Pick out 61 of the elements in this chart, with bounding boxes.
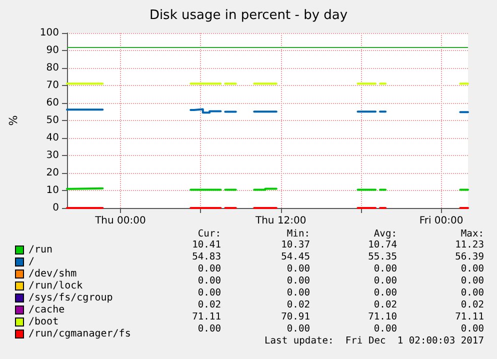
text: 55.35 bbox=[368, 252, 397, 262]
text: 10.74 bbox=[368, 240, 398, 250]
text: 0.00 bbox=[460, 276, 484, 286]
y-tick-label: 80 bbox=[46, 62, 59, 74]
legend-label: /run bbox=[28, 244, 53, 256]
text: 0.02 bbox=[198, 300, 221, 310]
text: 0.02 bbox=[374, 300, 397, 310]
legend-label: / bbox=[28, 256, 35, 268]
y-tick-label: 90 bbox=[46, 45, 59, 56]
text: 0.00 bbox=[198, 288, 222, 298]
x-tick-label: Thu 00:00 bbox=[94, 216, 146, 226]
text: 0.00 bbox=[286, 264, 310, 274]
y-tick-label: 100 bbox=[40, 28, 59, 38]
text: 0.00 bbox=[286, 288, 310, 298]
text: 0.00 bbox=[374, 288, 398, 298]
legend-label: /run/lock bbox=[28, 280, 83, 292]
text: 0.00 bbox=[374, 324, 398, 334]
text: 0.00 bbox=[460, 288, 484, 298]
y-tick-label: 0 bbox=[52, 202, 59, 214]
text: 71.10 bbox=[368, 312, 398, 322]
legend-label: /sys/fs/cgroup bbox=[28, 292, 113, 304]
text: 0.02 bbox=[460, 300, 484, 310]
legend-label: /cache bbox=[28, 304, 65, 316]
text: 54.45 bbox=[281, 252, 310, 262]
text: 10.41 bbox=[192, 240, 222, 250]
y-tick-label: 40 bbox=[46, 132, 59, 144]
y-tick-label: 10 bbox=[46, 185, 59, 196]
text: 71.11 bbox=[192, 312, 222, 322]
text: 0.00 bbox=[286, 276, 310, 286]
y-axis-title: % bbox=[7, 115, 20, 126]
text: 0.00 bbox=[198, 324, 222, 334]
text: 0.00 bbox=[460, 324, 484, 334]
text: 0.00 bbox=[286, 324, 310, 334]
text: 71.11 bbox=[455, 312, 484, 322]
y-tick-label: 30 bbox=[46, 150, 59, 161]
x-tick-label: Thu 12:00 bbox=[254, 216, 306, 226]
text: Avg: bbox=[374, 228, 397, 240]
text: Min: bbox=[286, 228, 310, 240]
text: 0.00 bbox=[374, 264, 398, 274]
text: 10.37 bbox=[281, 240, 310, 250]
text: 56.39 bbox=[455, 252, 484, 262]
text: 54.83 bbox=[192, 252, 222, 262]
x-tick-label: Fri 00:00 bbox=[419, 216, 464, 226]
y-tick-label: 70 bbox=[46, 80, 59, 91]
legend-label: /boot bbox=[28, 316, 59, 328]
text: 0.00 bbox=[198, 264, 222, 274]
legend-label: /dev/shm bbox=[28, 268, 77, 280]
text: Cur: bbox=[198, 228, 221, 240]
y-tick-label: 60 bbox=[46, 98, 59, 108]
text: 0.00 bbox=[460, 264, 484, 274]
y-tick-label: 50 bbox=[46, 115, 59, 126]
text: 11.23 bbox=[455, 240, 484, 250]
legend-label: /run/cgmanager/fs bbox=[28, 328, 131, 340]
text: Last update: Fri Dec 1 02:00:03 2017 bbox=[264, 336, 484, 346]
y-tick-label: 20 bbox=[46, 168, 59, 178]
text: 0.00 bbox=[374, 276, 398, 286]
text: 0.02 bbox=[286, 300, 310, 310]
chart-title: Disk usage in percent - by day bbox=[149, 8, 348, 23]
text: 0.00 bbox=[198, 276, 222, 286]
text: Max: bbox=[460, 228, 484, 240]
text: 70.91 bbox=[281, 312, 310, 322]
